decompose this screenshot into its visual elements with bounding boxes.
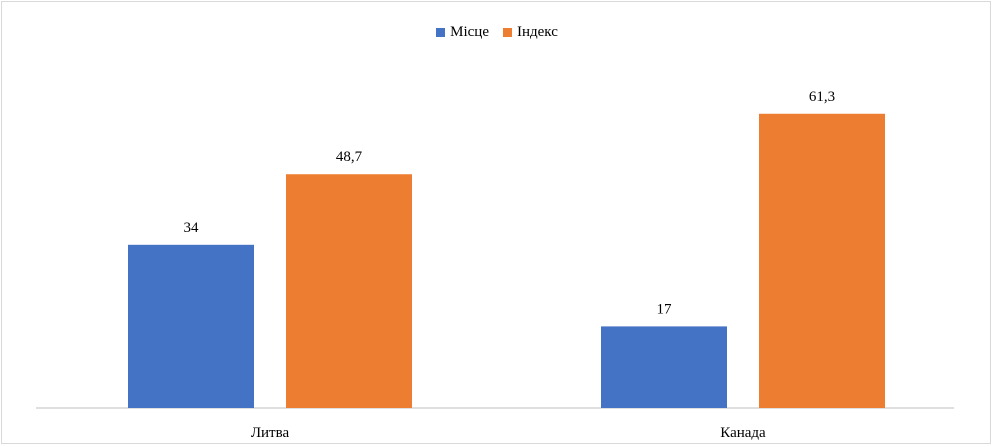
legend-item-series-1: Місце <box>436 24 489 41</box>
data-label-series-2-2: 61,3 <box>809 89 835 105</box>
bar-series-2-1 <box>286 174 412 408</box>
data-label-series-1-1: 34 <box>184 220 200 236</box>
x-tick-label-2: Канада <box>720 425 766 441</box>
data-label-series-1-2: 17 <box>657 301 673 317</box>
legend-label-series-1: Місце <box>450 24 489 40</box>
bar-series-2-2 <box>759 113 885 408</box>
x-tick-label-1: Литва <box>251 425 290 441</box>
bar-series-1-1 <box>128 244 254 408</box>
legend-label-series-2: Індекс <box>516 24 558 40</box>
bar-series-1-2 <box>601 326 727 408</box>
legend-swatch-series-1 <box>436 28 446 37</box>
data-label-series-2-1: 48,7 <box>336 149 363 165</box>
legend-swatch-series-2 <box>502 28 512 37</box>
legend-item-series-2: Індекс <box>502 24 558 41</box>
chart-legend: Місце Індекс <box>0 24 994 41</box>
